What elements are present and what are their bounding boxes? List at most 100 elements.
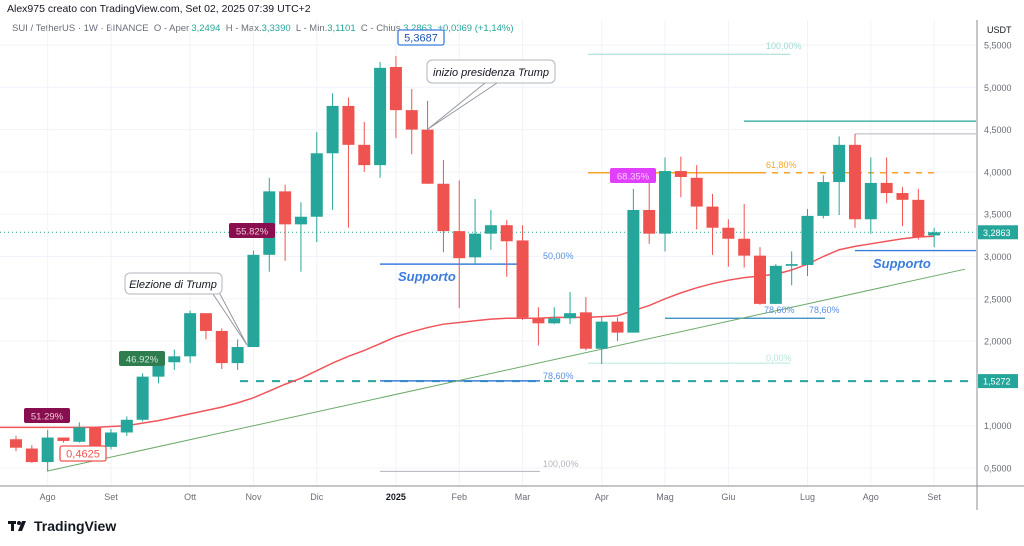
candle-body <box>738 238 751 256</box>
candle-body <box>358 144 371 166</box>
candle-body <box>136 376 149 420</box>
candle-body <box>326 105 339 154</box>
candle-body <box>864 182 877 220</box>
fib-label: 50,00% <box>543 251 574 261</box>
candle-body <box>801 215 814 265</box>
last-price-badge <box>978 225 1018 240</box>
candle <box>484 209 497 250</box>
low-value: 3,1101 <box>327 23 356 34</box>
candle <box>532 307 545 346</box>
open-label: O - Aper. <box>153 23 192 34</box>
candle <box>928 227 941 248</box>
candle-body <box>880 182 893 194</box>
candle-body <box>848 144 861 220</box>
y-tick-label: 5,5000 <box>984 41 1012 51</box>
x-tick-label: Dic <box>310 492 323 502</box>
candle-body <box>785 264 798 266</box>
candle-body <box>421 129 434 184</box>
candle <box>184 310 197 364</box>
close-label: C - Chius. <box>360 23 404 34</box>
candle <box>516 225 529 320</box>
candle-body <box>405 110 418 130</box>
candle-body <box>310 153 323 217</box>
pct-tag-bg <box>119 351 165 366</box>
candle <box>659 157 672 252</box>
x-tick-label: Ago <box>863 492 879 502</box>
x-tick-label: Feb <box>451 492 467 502</box>
axes: 5,5000 5,0000 4,5000 4,0000 3,5000 3,0000 2,50… <box>0 20 1024 510</box>
candle <box>896 187 909 227</box>
candle <box>279 184 292 261</box>
candle-body <box>57 437 70 441</box>
candle <box>690 165 703 230</box>
candle <box>769 264 782 304</box>
pct-tag-bg <box>24 408 70 423</box>
candle <box>199 313 212 340</box>
candle-body <box>247 254 260 348</box>
candle-body <box>25 448 38 463</box>
candle-body <box>168 356 181 363</box>
chart-header: Alex975 creato con TradingView.com, Set … <box>7 3 311 15</box>
candle-body <box>374 67 387 166</box>
y-tick-label: 3,0000 <box>984 252 1012 262</box>
symbol-label[interactable]: SUI / TetherUS · 1W · BINANCE <box>12 23 149 34</box>
candle <box>469 198 482 265</box>
candle-body <box>437 183 450 232</box>
candle <box>738 204 751 268</box>
support-label: Supporto <box>398 269 456 284</box>
candle <box>136 373 149 422</box>
candle-body <box>579 312 592 349</box>
candle <box>595 317 608 364</box>
candle <box>57 437 70 443</box>
x-tick-label: Ago <box>40 492 56 502</box>
callout-election: Elezione di Trump <box>129 279 217 291</box>
candle-body <box>928 232 941 236</box>
candle-body <box>532 318 545 324</box>
y-tick-label: 4,0000 <box>984 167 1012 177</box>
candle-body <box>564 313 577 319</box>
candle-body <box>231 347 244 364</box>
candle-body <box>722 227 735 239</box>
level-label: 1,5272 <box>983 377 1011 387</box>
pct-tag: 46.92% <box>126 355 159 366</box>
y-tick-label: 5,0000 <box>984 83 1012 93</box>
candle <box>215 328 228 370</box>
candle <box>41 429 54 472</box>
candle <box>326 93 339 210</box>
high-value: 3,3390 <box>261 23 291 34</box>
pct-tag-bg <box>229 223 275 238</box>
candle-body <box>453 231 466 259</box>
candle <box>611 317 624 342</box>
candle <box>231 339 244 370</box>
candle <box>880 157 893 204</box>
candle-body <box>769 265 782 304</box>
high-label: H - Max. <box>225 23 262 34</box>
candle <box>342 97 355 228</box>
currency-label: USDT <box>987 25 1012 35</box>
candle-body <box>10 439 22 448</box>
candle-body <box>184 313 197 357</box>
candle <box>294 202 307 272</box>
candle-body <box>595 321 608 349</box>
candle <box>833 136 846 216</box>
change-value: +0,0369 (+1,14%) <box>437 23 514 34</box>
y-tick-label: 1,0000 <box>984 421 1012 431</box>
candle-body <box>89 427 102 447</box>
high-price-label: 5,3687 <box>404 33 438 45</box>
candle-body <box>469 233 482 258</box>
callout-box <box>426 59 556 84</box>
candle <box>89 426 102 448</box>
candle <box>310 132 323 243</box>
fib-label: 100,00% <box>543 459 579 469</box>
candle-body <box>896 193 909 200</box>
candle <box>864 157 877 234</box>
pct-tag: 55.82% <box>236 227 269 238</box>
x-tick-label: 2025 <box>386 492 406 502</box>
candle-body <box>548 318 561 324</box>
x-tick-label: Mar <box>515 492 531 502</box>
support-label: Supporto <box>873 256 931 271</box>
ohlc-legend: SUI / TetherUS · 1W · BINANCE O - Aper. 3… <box>12 23 514 34</box>
pct-tag-bg <box>610 168 656 183</box>
candle <box>801 209 814 276</box>
